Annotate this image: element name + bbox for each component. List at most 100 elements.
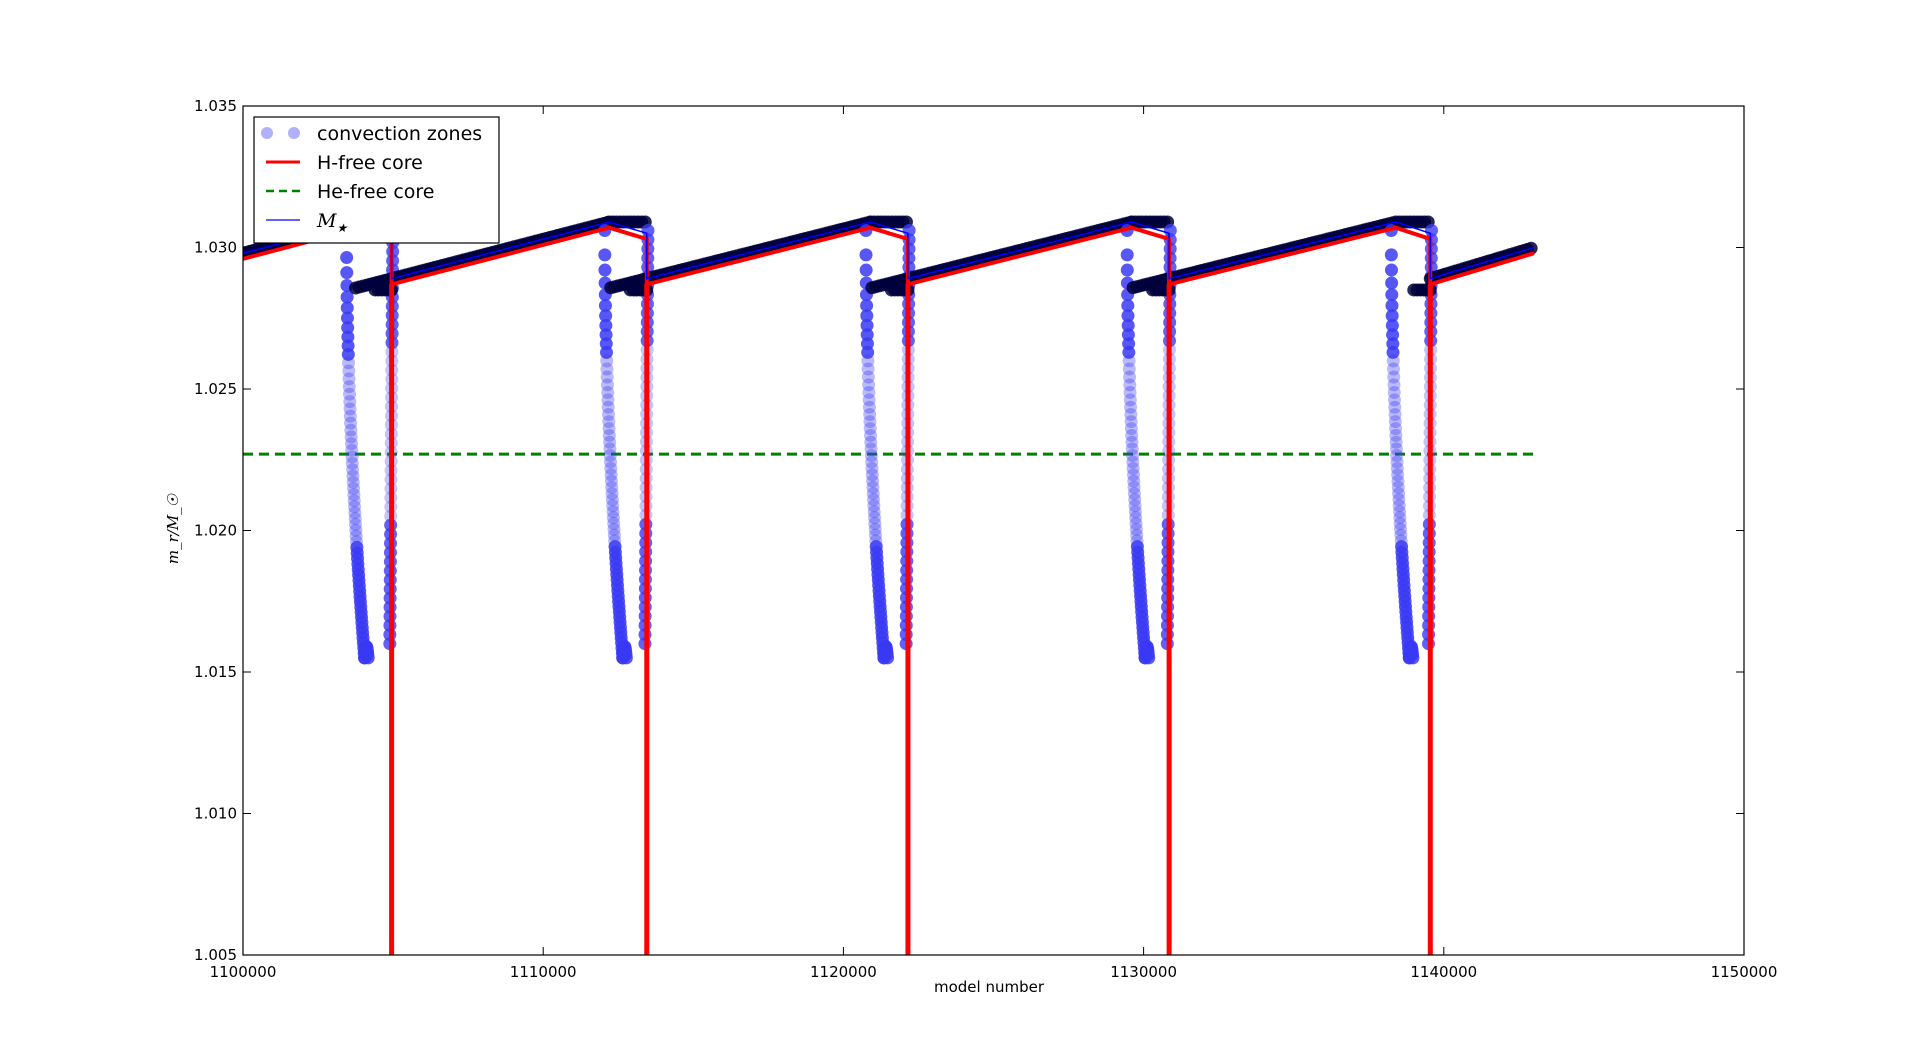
conv-dot — [1385, 318, 1399, 332]
conv-dot — [343, 395, 357, 409]
conv-dot — [1391, 468, 1405, 482]
conv-dot — [1386, 354, 1400, 368]
conv-dot — [863, 422, 877, 436]
y-tick-label: 1.030 — [194, 239, 237, 257]
conv-dot — [1388, 407, 1402, 421]
conv-dot — [862, 385, 876, 399]
conv-dot — [603, 449, 617, 463]
conv-dot — [1385, 276, 1399, 290]
conv-dot — [1126, 461, 1140, 475]
conv-dot — [348, 512, 362, 526]
conv-dot — [1406, 651, 1420, 665]
conv-dot — [603, 442, 617, 456]
conv-dot — [902, 224, 916, 238]
x-tick-label: 1130000 — [1110, 963, 1177, 981]
conv-dot — [1391, 480, 1405, 494]
conv-dot — [1384, 263, 1398, 277]
conv-dot — [598, 299, 612, 313]
conv-dot — [346, 469, 360, 483]
conv-dot — [1389, 442, 1403, 456]
conv-dot — [1126, 449, 1140, 463]
conv-dot — [1128, 493, 1142, 507]
legend-label-subscript: ★ — [336, 221, 348, 235]
conv-dot — [340, 311, 354, 325]
conv-dot — [867, 505, 881, 519]
y-tick-label: 1.035 — [194, 97, 237, 115]
legend-label: H-free core — [317, 152, 423, 174]
conv-dot — [1393, 517, 1407, 531]
conv-dot — [859, 248, 873, 262]
conv-dot — [1393, 505, 1407, 519]
conv-dot — [600, 370, 614, 384]
conv-dot — [1388, 400, 1402, 414]
conv-dot — [345, 450, 359, 464]
conv-dot — [1129, 522, 1143, 536]
conv-dot — [340, 251, 354, 265]
conv-dot — [861, 354, 875, 368]
conv-dot — [602, 415, 616, 429]
conv-dot — [860, 309, 874, 323]
conv-dot — [1124, 415, 1138, 429]
conv-dot — [347, 494, 361, 508]
conv-dot — [881, 651, 895, 665]
conv-dot — [865, 461, 879, 475]
conv-dot — [607, 517, 621, 531]
conv-dot — [1120, 263, 1134, 277]
conv-dot — [604, 474, 618, 488]
conv-dot — [343, 387, 357, 401]
conv-dot — [361, 651, 375, 665]
conv-dot — [619, 651, 633, 665]
conv-dot — [604, 468, 618, 482]
conv-dot — [1120, 248, 1134, 262]
x-tick-label: 1140000 — [1410, 963, 1477, 981]
conv-dot — [862, 400, 876, 414]
conv-dot — [604, 455, 618, 469]
conv-dot — [865, 468, 879, 482]
conv-dot — [862, 378, 876, 392]
y-tick-label: 1.025 — [194, 380, 237, 398]
conv-dot — [864, 449, 878, 463]
conv-dot — [602, 428, 616, 442]
conv-dot — [1124, 422, 1138, 436]
conv-dot — [345, 456, 359, 470]
y-tick-label: 1.005 — [194, 946, 237, 964]
legend-box — [253, 116, 500, 244]
conv-dot — [602, 422, 616, 436]
m-star-line — [243, 221, 1535, 280]
conv-dot — [861, 345, 875, 359]
conv-dot — [1385, 288, 1399, 302]
legend-label: He-free core — [317, 181, 435, 203]
conv-dot — [347, 488, 361, 502]
conv-dot — [600, 354, 614, 368]
conv-dot — [864, 442, 878, 456]
conv-dot — [866, 487, 880, 501]
conv-dot — [341, 347, 355, 361]
conv-dot — [1128, 499, 1142, 513]
conv-dot — [868, 522, 882, 536]
conv-dot — [1123, 385, 1137, 399]
conv-dot — [1127, 480, 1141, 494]
conv-dot — [349, 523, 363, 537]
conv-dot — [1387, 378, 1401, 392]
conv-dot — [344, 423, 358, 437]
conv-dot — [603, 435, 617, 449]
conv-dot — [599, 318, 613, 332]
conv-dot — [1123, 370, 1137, 384]
conv-dot — [860, 318, 874, 332]
conv-dot — [1142, 651, 1156, 665]
conv-dot — [1125, 428, 1139, 442]
conv-dot — [1163, 224, 1177, 238]
conv-dot — [1389, 435, 1403, 449]
x-axis-label: model number — [934, 978, 1045, 996]
conv-dot — [1122, 345, 1136, 359]
conv-dot — [341, 321, 355, 335]
conv-dot — [349, 517, 363, 531]
conv-dot — [340, 266, 354, 280]
conv-dot — [866, 474, 880, 488]
conv-dot — [866, 480, 880, 494]
conv-dot — [340, 290, 354, 304]
x-tick-label: 1100000 — [210, 963, 277, 981]
conv-dot — [1385, 299, 1399, 313]
